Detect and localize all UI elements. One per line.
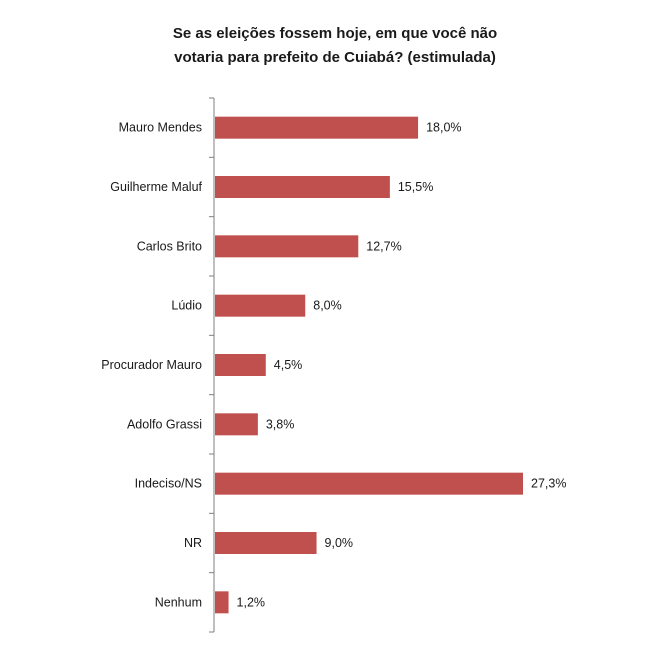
category-label: Guilherme Maluf <box>110 180 202 194</box>
data-label: 3,8% <box>266 417 295 431</box>
bar <box>215 294 306 317</box>
chart-title-line-2: votaria para prefeito de Cuiabá? (estimu… <box>174 49 496 66</box>
category-label: Lúdio <box>171 299 202 313</box>
bar <box>215 354 266 376</box>
data-label: 1,2% <box>237 595 265 609</box>
data-label: 4,5% <box>274 358 303 372</box>
category-label: NR <box>184 536 202 550</box>
bar <box>215 235 359 258</box>
category-label: Carlos Brito <box>137 239 202 253</box>
category-label: Indeciso/NS <box>135 477 202 491</box>
category-label: Nenhum <box>155 595 202 609</box>
data-label: 9,0% <box>325 536 354 550</box>
chart-title: Se as eleições fossem hoje, em que você … <box>0 22 670 70</box>
data-label: 27,3% <box>531 477 566 491</box>
bar <box>215 413 258 436</box>
category-label: Mauro Mendes <box>119 121 202 135</box>
bar <box>215 176 390 198</box>
bar <box>215 472 523 495</box>
category-label: Procurador Mauro <box>101 358 202 372</box>
data-label: 18,0% <box>426 121 461 135</box>
chart-title-line-1: Se as eleições fossem hoje, em que você … <box>172 25 498 42</box>
bar <box>215 116 419 139</box>
data-label: 8,0% <box>313 299 342 313</box>
data-label: 15,5% <box>398 180 433 194</box>
bar <box>215 591 229 614</box>
category-label: Adolfo Grassi <box>127 417 202 431</box>
data-label: 12,7% <box>366 239 401 253</box>
bar <box>215 532 317 554</box>
